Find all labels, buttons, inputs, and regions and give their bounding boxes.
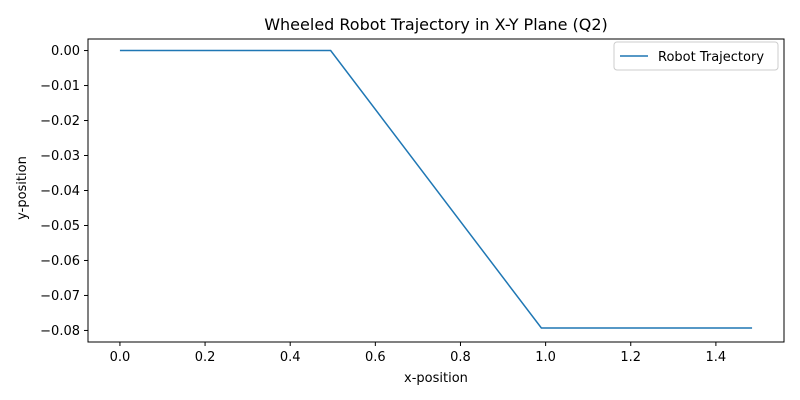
x-tick-label: 0.0 (110, 350, 131, 365)
y-tick-label: −0.06 (40, 254, 80, 269)
x-tick-label: 0.8 (450, 350, 471, 365)
legend: Robot Trajectory (613, 41, 779, 71)
x-tick-label: 1.2 (620, 350, 641, 365)
plot-area (87, 38, 785, 343)
y-axis: 0.00 −0.01 −0.02 −0.03 −0.04 −0.05 −0.06 −0.07 −… (40, 44, 88, 339)
y-tick-label: −0.05 (40, 219, 80, 234)
x-tick-label: 1.4 (706, 350, 727, 365)
y-tick-label: −0.07 (40, 289, 80, 304)
y-tick-label: −0.04 (40, 184, 80, 199)
y-tick-label: −0.03 (40, 149, 80, 164)
y-tick-label: −0.08 (40, 324, 80, 339)
x-tick-label: 0.2 (195, 350, 216, 365)
x-tick-label: 0.4 (280, 350, 301, 365)
y-tick-label: −0.02 (40, 114, 80, 129)
legend-label: Robot Trajectory (658, 50, 764, 65)
x-axis-label: x-position (404, 371, 468, 386)
y-axis-label: y-position (15, 156, 30, 220)
y-tick-label: 0.00 (51, 44, 80, 59)
x-tick-label: 0.6 (365, 350, 386, 365)
chart-title: Wheeled Robot Trajectory in X-Y Plane (Q… (264, 15, 608, 34)
series-line-robot-trajectory (119, 49, 753, 329)
y-tick-label: −0.01 (40, 79, 80, 94)
x-axis: 0.0 0.2 0.4 0.6 0.8 1.0 1.2 1.4 (110, 342, 727, 365)
x-tick-label: 1.0 (535, 350, 556, 365)
legend-box (613, 41, 779, 71)
